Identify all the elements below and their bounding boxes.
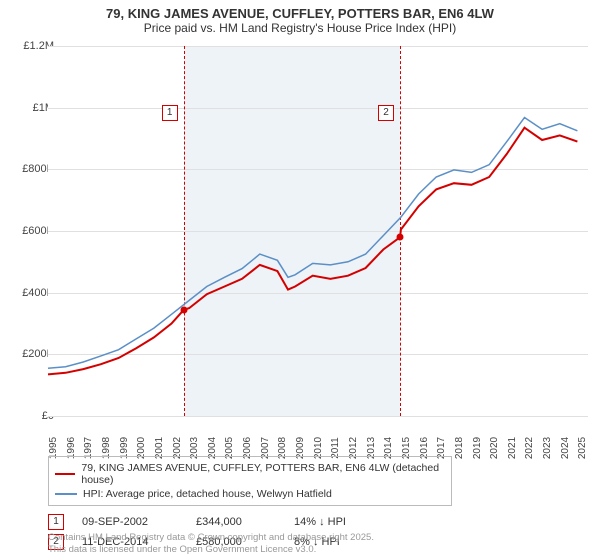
marker-date: 09-SEP-2002 — [82, 516, 178, 528]
chart-container: 79, KING JAMES AVENUE, CUFFLEY, POTTERS … — [0, 0, 600, 560]
plot-area: 12 — [48, 46, 588, 416]
legend-label: 79, KING JAMES AVENUE, CUFFLEY, POTTERS … — [81, 462, 445, 486]
price-marker-dot — [397, 234, 404, 241]
series-price_paid — [48, 128, 577, 375]
legend-series-box: 79, KING JAMES AVENUE, CUFFLEY, POTTERS … — [48, 456, 452, 506]
legend-label: HPI: Average price, detached house, Welw… — [83, 488, 332, 500]
marker-row: 1 09-SEP-2002 £344,000 14% ↓ HPI — [48, 512, 588, 532]
line-layer — [48, 46, 588, 416]
legend-row: HPI: Average price, detached house, Welw… — [55, 487, 445, 501]
chart-subtitle: Price paid vs. HM Land Registry's House … — [0, 21, 600, 39]
footer: Contains HM Land Registry data © Crown c… — [48, 532, 374, 556]
series-hpi — [48, 118, 577, 369]
legend-swatch — [55, 493, 77, 495]
marker-number-box: 1 — [48, 514, 64, 530]
price-marker-dot — [180, 306, 187, 313]
footer-line-2: This data is licensed under the Open Gov… — [48, 544, 374, 556]
marker-delta: 14% ↓ HPI — [294, 516, 346, 528]
legend-row: 79, KING JAMES AVENUE, CUFFLEY, POTTERS … — [55, 461, 445, 487]
marker-price: £344,000 — [196, 516, 276, 528]
legend-swatch — [55, 473, 75, 475]
gridline — [48, 416, 588, 417]
footer-line-1: Contains HM Land Registry data © Crown c… — [48, 532, 374, 544]
chart-title: 79, KING JAMES AVENUE, CUFFLEY, POTTERS … — [0, 0, 600, 21]
